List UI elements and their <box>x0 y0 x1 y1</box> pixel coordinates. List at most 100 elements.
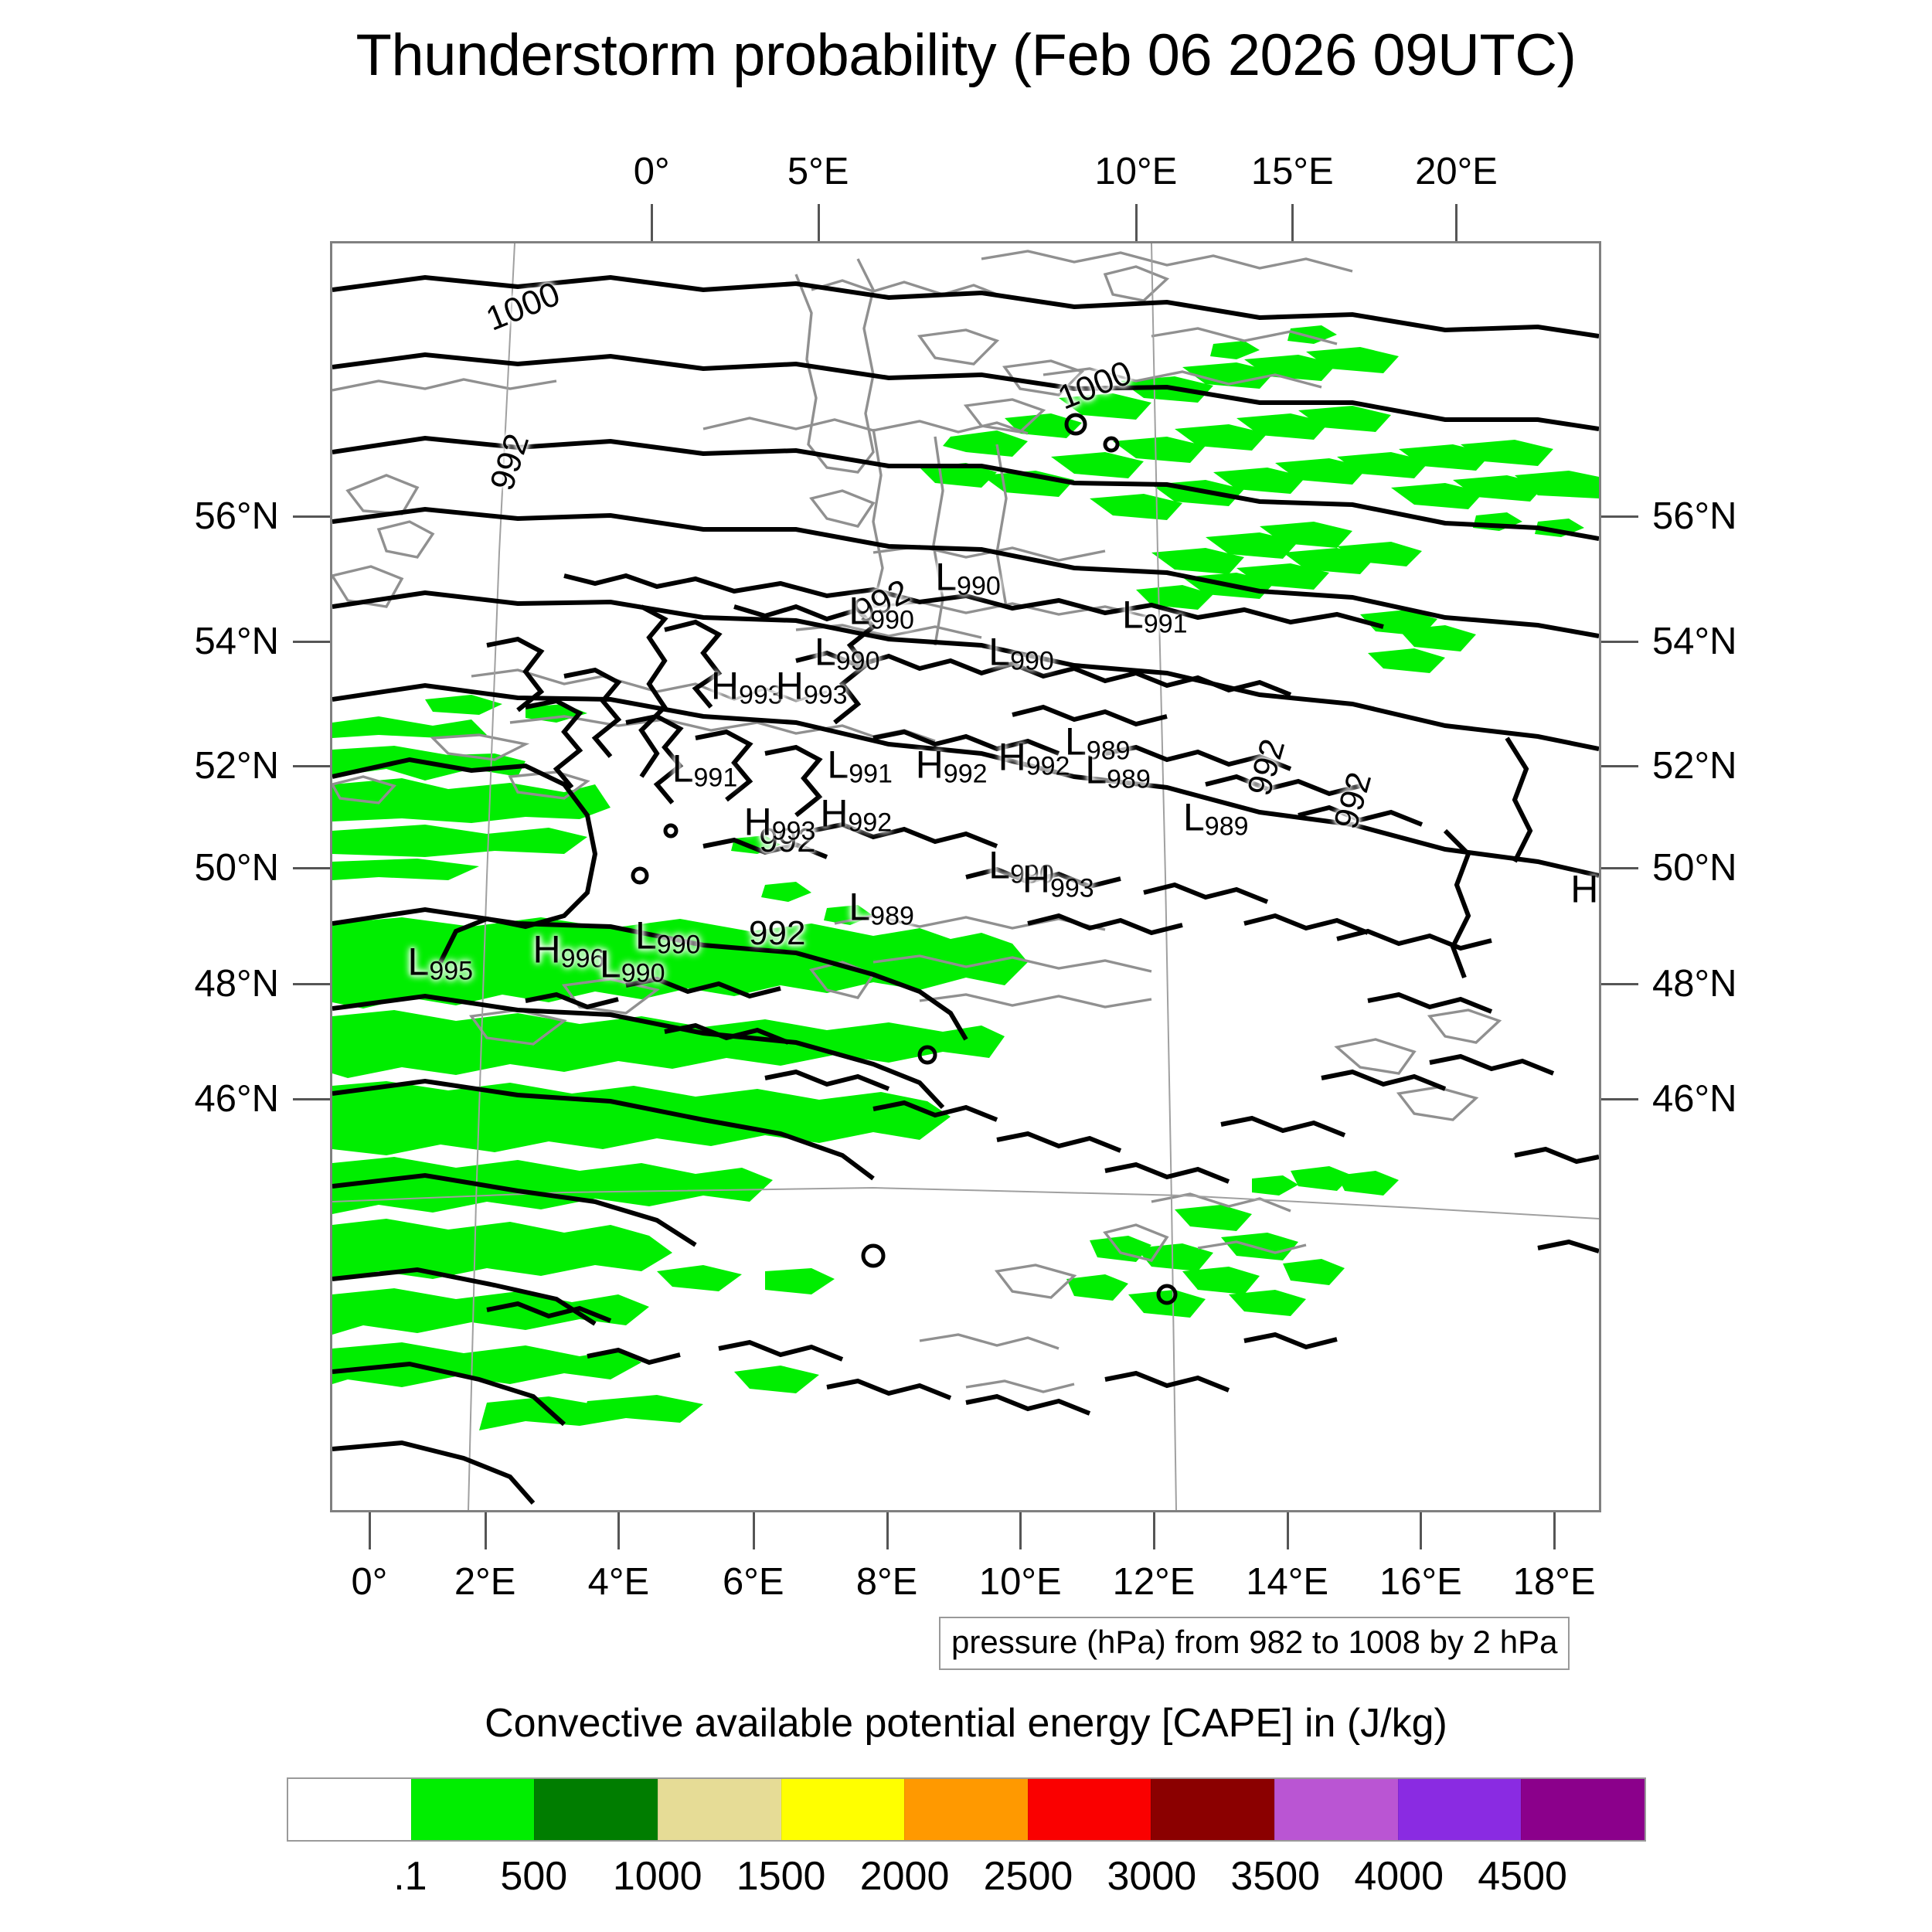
colorbar-tick-label: .1 <box>393 1854 427 1899</box>
pressure-marker-letter: L <box>988 630 1011 674</box>
high-pressure-marker: H993 <box>1022 857 1094 904</box>
pressure-marker-letter: L <box>1182 795 1205 839</box>
low-pressure-marker: L990 <box>635 913 701 960</box>
contour-value-label: 992 <box>749 914 806 953</box>
colorbar-cell[interactable] <box>781 1779 905 1840</box>
axis-tickmark <box>293 866 330 869</box>
colorbar-cell[interactable] <box>1274 1779 1398 1840</box>
axis-tickmark <box>1286 1512 1289 1549</box>
pressure-marker-value: 991 <box>1143 609 1188 639</box>
axis-label-left: 56°N <box>194 495 279 538</box>
pressure-marker-value: 989 <box>1086 736 1131 766</box>
axis-label-bottom: 4°E <box>587 1561 650 1603</box>
axis-label-right: 48°N <box>1652 962 1737 1005</box>
colorbar-tick-label: 4500 <box>1478 1854 1567 1899</box>
pressure-marker-value: 989 <box>870 901 914 931</box>
axis-label-bottom: 2°E <box>454 1561 516 1603</box>
axis-label-left: 52°N <box>194 745 279 787</box>
axis-tickmark <box>293 641 330 644</box>
colorbar-tick-label: 4000 <box>1354 1854 1444 1899</box>
low-pressure-marker: L995 <box>408 940 474 987</box>
colorbar-title: Convective available potential energy [C… <box>485 1701 1447 1746</box>
coastline-layer <box>332 250 1502 1393</box>
axis-label-bottom: 14°E <box>1246 1561 1329 1603</box>
axis-label-left: 46°N <box>194 1078 279 1121</box>
colorbar-cell[interactable] <box>904 1779 1028 1840</box>
pressure-marker-letter: L <box>599 942 621 986</box>
colorbar-cell[interactable] <box>1151 1779 1275 1840</box>
pressure-marker-value: 993 <box>1049 873 1094 903</box>
low-pressure-marker: L991 <box>1122 592 1188 639</box>
pressure-marker-value: 990 <box>1010 859 1054 889</box>
axis-tickmark <box>1019 1512 1022 1549</box>
axis-tickmark <box>484 1512 487 1549</box>
high-pressure-marker: H <box>1570 867 1598 914</box>
colorbar-tick-label: 2000 <box>859 1854 950 1899</box>
pressure-marker-letter: L <box>849 885 871 929</box>
axis-tickmark <box>293 1098 330 1101</box>
pressure-marker-value: 992 <box>1026 751 1070 781</box>
colorbar-cell[interactable] <box>657 1779 781 1840</box>
axis-tickmark <box>1553 1512 1556 1549</box>
axis-label-right: 52°N <box>1652 745 1737 787</box>
axis-tickmark <box>1455 204 1458 241</box>
axis-label-right: 54°N <box>1652 621 1737 663</box>
axis-label-top: 0° <box>633 151 670 192</box>
pressure-caption-box: pressure (hPa) from 982 to 1008 by 2 hPa <box>939 1617 1570 1670</box>
colorbar-cell[interactable] <box>534 1779 658 1840</box>
axis-label-bottom: 18°E <box>1512 1561 1596 1603</box>
colorbar-cell[interactable] <box>1397 1779 1522 1840</box>
pressure-marker-letter: L <box>407 940 430 984</box>
colorbar-cell[interactable] <box>1027 1779 1151 1840</box>
high-pressure-marker: H996 <box>533 927 605 974</box>
axis-tickmark <box>817 204 820 241</box>
axis-tickmark <box>752 1512 755 1549</box>
axis-tickmark <box>651 204 654 241</box>
pressure-marker-value: 990 <box>621 958 665 988</box>
axis-label-left: 54°N <box>194 621 279 663</box>
axis-tickmark <box>1601 1098 1638 1101</box>
axis-tickmark <box>1601 765 1638 768</box>
pressure-marker-letter: L <box>672 747 694 791</box>
low-pressure-marker: L990 <box>935 554 1001 601</box>
pressure-marker-letter: H <box>710 664 739 708</box>
colorbar-cell[interactable] <box>1521 1779 1645 1840</box>
pressure-marker-letter: L <box>849 589 871 633</box>
colorbar-cell[interactable] <box>410 1779 535 1840</box>
pressure-marker-letter: L <box>988 843 1011 887</box>
high-pressure-marker: H992 <box>820 791 892 838</box>
high-pressure-marker: H993 <box>744 800 816 847</box>
contour-value-label: 992 <box>759 821 816 860</box>
axis-tickmark <box>1291 204 1294 241</box>
pressure-contour-layer <box>332 274 1599 1505</box>
high-pressure-marker: H992 <box>916 743 988 790</box>
colorbar-tick-label: 500 <box>500 1854 568 1899</box>
axis-label-bottom: 16°E <box>1379 1561 1462 1603</box>
page-title: Thunderstorm probability (Feb 06 2026 09… <box>355 22 1577 88</box>
pressure-marker-letter: H <box>820 791 849 835</box>
pressure-marker-value: 990 <box>957 571 1001 601</box>
axis-label-left: 48°N <box>194 962 279 1005</box>
colorbar[interactable] <box>287 1777 1646 1842</box>
axis-label-left: 50°N <box>194 846 279 889</box>
pressure-marker-letter: L <box>827 743 849 787</box>
pressure-marker-value: 991 <box>849 759 893 789</box>
low-pressure-marker: L990 <box>988 629 1054 676</box>
pressure-marker-letter: H <box>1022 857 1050 901</box>
map-panel[interactable]: 1000 1000 992 992 992 992 992 992 L990 L990 L991 L… <box>330 241 1601 1512</box>
axis-tickmark <box>1601 866 1638 869</box>
low-pressure-marker: L989 <box>1065 719 1131 767</box>
colorbar-tick-label: 3000 <box>1107 1854 1197 1899</box>
colorbar-cell[interactable] <box>288 1779 411 1840</box>
pressure-marker-value: 989 <box>1107 764 1151 794</box>
axis-tickmark <box>617 1512 621 1549</box>
high-pressure-marker: H993 <box>776 664 848 711</box>
axis-label-top: 15°E <box>1250 151 1334 192</box>
axis-tickmark <box>1134 204 1138 241</box>
axis-label-top: 20°E <box>1415 151 1498 192</box>
pressure-caption-text: pressure (hPa) from 982 to 1008 by 2 hPa <box>951 1624 1558 1660</box>
pressure-marker-letter: H <box>915 743 944 787</box>
axis-label-bottom: 8°E <box>855 1561 918 1603</box>
pressure-marker-letter: L <box>814 630 836 674</box>
pressure-marker-value: 992 <box>848 808 893 838</box>
